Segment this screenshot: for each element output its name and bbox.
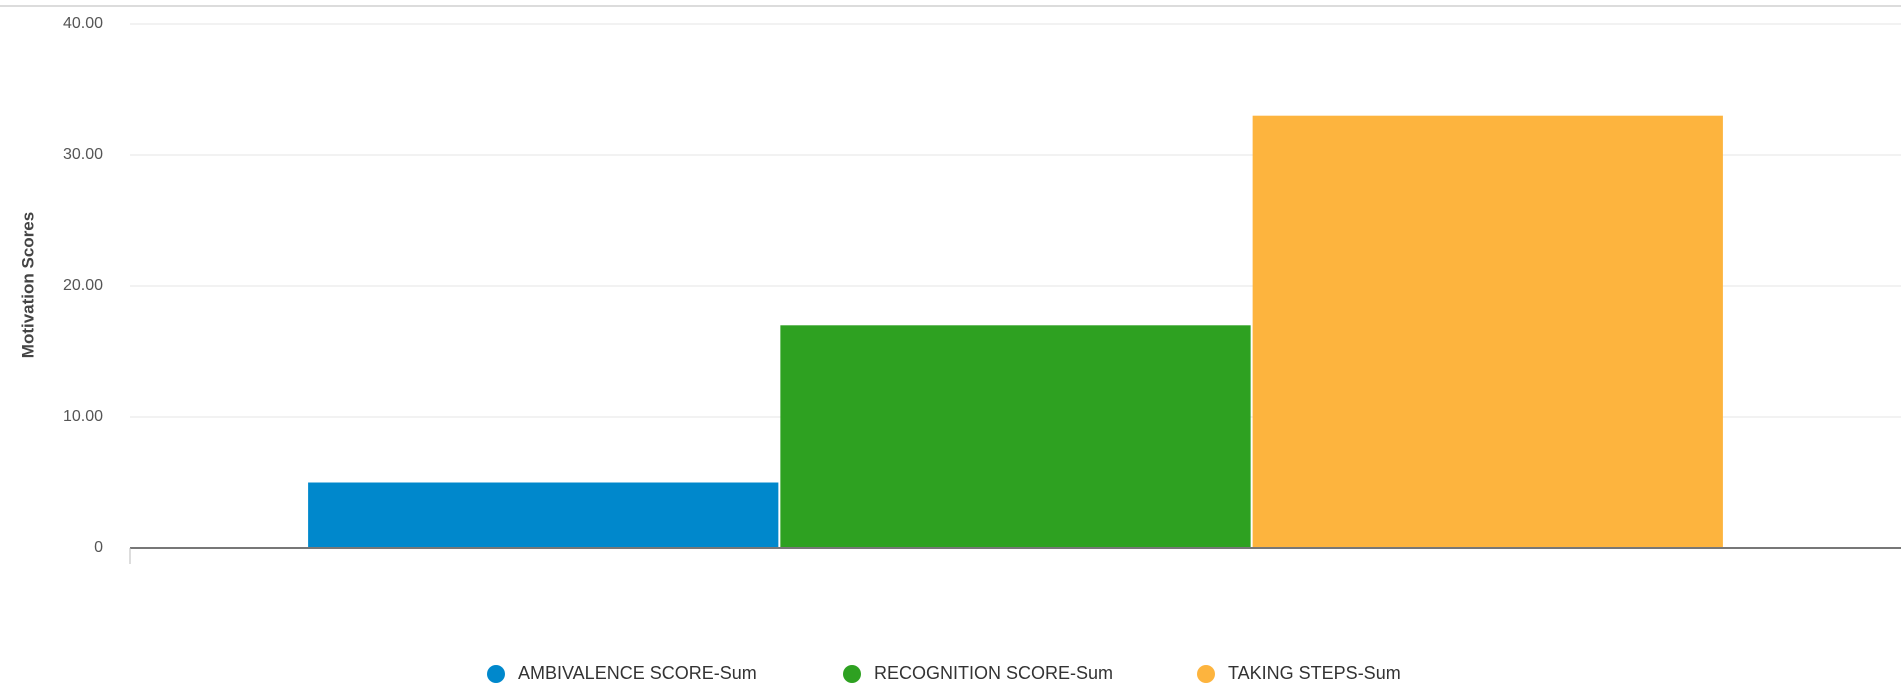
legend-label: TAKING STEPS-Sum [1228, 663, 1401, 683]
bar [1252, 115, 1723, 548]
y-axis-label: Motivation Scores [18, 212, 37, 358]
legend-label: AMBIVALENCE SCORE-Sum [518, 663, 757, 683]
y-tick-label: 40.00 [63, 15, 103, 32]
legend-swatch [843, 665, 861, 683]
y-tick-label: 20.00 [63, 277, 103, 294]
y-tick-label: 10.00 [63, 408, 103, 425]
bar [780, 325, 1251, 548]
legend-swatch [1197, 665, 1215, 683]
y-tick-label: 30.00 [63, 146, 103, 163]
legend-swatch [487, 665, 505, 683]
bar [308, 482, 779, 548]
legend-label: RECOGNITION SCORE-Sum [874, 663, 1113, 683]
y-tick-label: 0 [94, 539, 103, 556]
